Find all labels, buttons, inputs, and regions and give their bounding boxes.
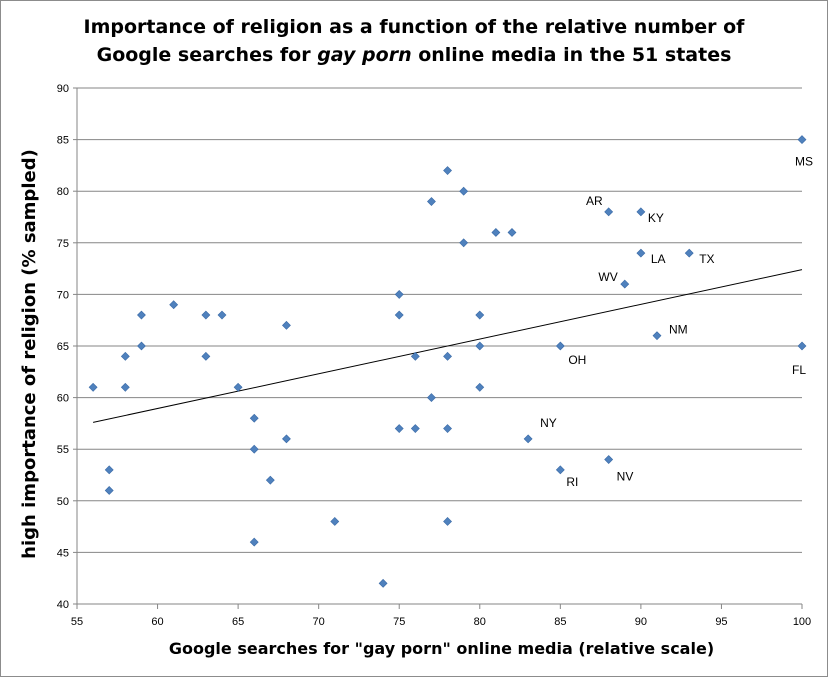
data-point — [443, 166, 452, 175]
y-tick-label: 70 — [57, 289, 69, 301]
chart-title: Importance of religion as a function of … — [1, 13, 827, 69]
point-label: KY — [648, 211, 664, 225]
data-point — [394, 424, 404, 433]
data-point — [249, 413, 259, 423]
data-point — [475, 310, 485, 320]
x-axis-title: Google searches for "gay porn" online me… — [169, 639, 714, 658]
data-point — [249, 444, 259, 454]
point-label: MS — [795, 155, 813, 169]
data-point — [491, 228, 501, 237]
y-tick-label: 55 — [57, 444, 69, 456]
y-tick-label: 50 — [57, 496, 69, 508]
point-label: FL — [792, 363, 806, 377]
data-points — [88, 135, 807, 588]
data-point — [555, 341, 565, 351]
point-labels: NY OH RI AR NV WV KY LA NM TX MS FL — [540, 155, 813, 489]
data-point — [394, 289, 404, 299]
data-point — [88, 382, 98, 392]
y-tick-label: 40 — [57, 599, 69, 611]
data-point — [507, 228, 517, 237]
point-label: TX — [699, 252, 714, 266]
point-label: NV — [617, 470, 634, 484]
data-point — [120, 351, 130, 361]
x-tick-label: 90 — [635, 616, 647, 628]
y-tick-label: 80 — [57, 186, 69, 198]
chart-title-emphasis: gay porn — [317, 44, 412, 66]
data-point — [620, 279, 630, 289]
x-tick-label: 60 — [151, 616, 163, 628]
x-tick-label: 55 — [71, 616, 83, 628]
x-tick-label: 85 — [554, 616, 566, 628]
point-label: NM — [669, 323, 688, 337]
y-tick-label: 90 — [57, 83, 69, 95]
point-label: AR — [586, 194, 603, 208]
data-point — [636, 207, 646, 217]
y-axis-title: high importance of religion (% sampled) — [19, 149, 40, 559]
chart-title-line2: Google searches for gay porn online medi… — [1, 41, 827, 69]
point-label: WV — [598, 270, 617, 284]
data-point — [459, 186, 469, 196]
y-tick-label: 75 — [57, 238, 69, 250]
data-point — [443, 517, 452, 526]
data-point — [797, 341, 807, 351]
data-point — [443, 424, 452, 433]
data-point — [475, 382, 485, 392]
data-point — [201, 310, 211, 320]
data-point — [523, 434, 533, 444]
data-point — [282, 320, 291, 330]
data-point — [427, 393, 436, 403]
data-point — [104, 486, 114, 495]
data-point — [427, 197, 436, 206]
data-point — [797, 135, 807, 145]
point-label: RI — [566, 475, 578, 489]
data-point — [104, 465, 114, 475]
point-label: LA — [651, 252, 666, 266]
y-tick-label: 85 — [57, 135, 69, 147]
y-tick-label: 60 — [57, 393, 69, 405]
data-point — [330, 517, 340, 526]
data-point — [137, 310, 146, 320]
gridlines — [77, 87, 802, 553]
x-tick-label: 100 — [793, 616, 811, 628]
y-tick-label: 45 — [57, 547, 69, 559]
data-point — [410, 424, 420, 433]
data-point — [249, 537, 259, 547]
x-tick-label: 75 — [393, 616, 405, 628]
x-tick-label: 70 — [313, 616, 325, 628]
data-point — [410, 351, 420, 361]
y-tick-label: 65 — [57, 341, 69, 353]
data-point — [604, 455, 614, 464]
x-tick-label: 95 — [715, 616, 727, 628]
data-point — [684, 248, 694, 258]
data-point — [652, 331, 662, 341]
chart-title-line1: Importance of religion as a function of … — [83, 16, 745, 38]
y-axis-ticks: 40 45 50 55 60 65 70 75 80 85 90 — [57, 83, 77, 611]
data-point — [120, 382, 130, 392]
data-point — [555, 465, 565, 475]
data-point — [201, 351, 211, 361]
chart-title-line2-start: Google searches for — [96, 44, 318, 66]
data-point — [378, 578, 388, 588]
data-point — [217, 310, 227, 320]
chart-title-line2-end: online media in the 51 states — [411, 44, 732, 66]
data-point — [636, 248, 646, 258]
trendline — [93, 269, 803, 423]
point-label: OH — [568, 353, 586, 367]
point-label: NY — [540, 416, 557, 430]
data-point — [475, 341, 485, 351]
x-axis-ticks: 55 60 65 70 75 80 85 90 95 100 — [71, 604, 811, 628]
x-tick-label: 80 — [474, 616, 486, 628]
data-point — [394, 310, 404, 320]
data-point — [443, 351, 452, 361]
data-point — [265, 475, 275, 485]
data-point — [169, 300, 179, 310]
data-point — [233, 382, 243, 392]
data-point — [459, 238, 469, 248]
x-tick-label: 65 — [232, 616, 244, 628]
data-point — [137, 341, 146, 351]
data-point — [282, 434, 291, 444]
data-point — [604, 207, 614, 217]
